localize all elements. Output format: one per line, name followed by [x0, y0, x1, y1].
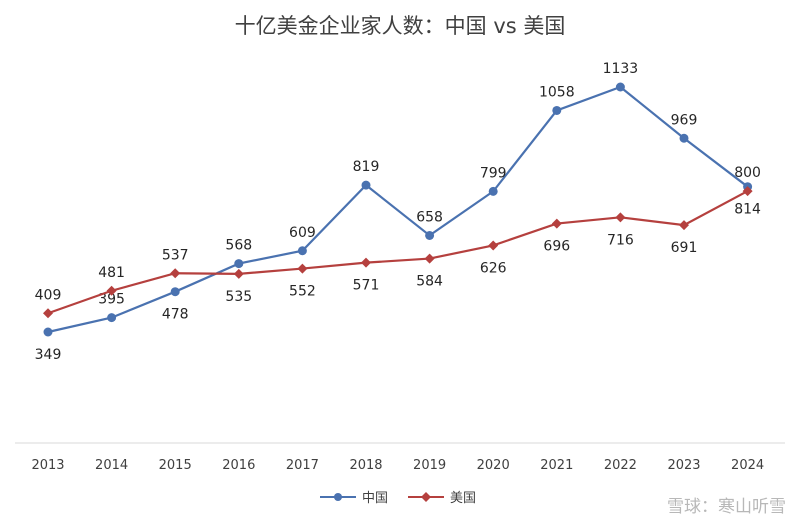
- legend: 中国 美国: [320, 487, 476, 506]
- data-label: 814: [734, 202, 761, 218]
- data-point: [488, 186, 498, 196]
- x-tick-label: 2013: [31, 458, 64, 473]
- data-label: 716: [607, 232, 634, 248]
- x-tick-label: 2017: [286, 458, 319, 473]
- data-label: 537: [162, 247, 189, 263]
- x-tick-label: 2023: [667, 458, 700, 473]
- series-line-us: [47, 190, 749, 315]
- data-label: 481: [98, 265, 125, 281]
- watermark-text: 雪球：寒山听雪: [667, 497, 786, 517]
- data-point: [552, 105, 562, 115]
- legend-item-us: 美国: [408, 487, 476, 506]
- data-point: [170, 268, 181, 279]
- data-point: [107, 313, 117, 323]
- data-point: [43, 327, 53, 337]
- data-point: [361, 257, 371, 268]
- data-point: [615, 212, 626, 223]
- data-point: [106, 285, 117, 296]
- legend-label-us: 美国: [450, 491, 477, 506]
- data-label: 969: [671, 112, 698, 128]
- data-label: 800: [734, 165, 761, 181]
- data-point: [297, 263, 308, 274]
- data-point: [297, 246, 307, 256]
- data-point: [679, 220, 689, 231]
- data-point: [615, 82, 625, 92]
- data-label: 584: [416, 274, 443, 290]
- data-point: [742, 186, 753, 197]
- data-point: [234, 259, 244, 269]
- data-label: 609: [289, 225, 316, 241]
- data-label: 478: [162, 307, 189, 323]
- data-label: 658: [416, 209, 443, 225]
- data-label: 395: [98, 292, 125, 308]
- data-point: [361, 180, 371, 190]
- data-label: 349: [35, 347, 62, 363]
- x-tick-label: 2022: [604, 458, 637, 473]
- data-label: 691: [671, 240, 698, 256]
- data-point: [425, 230, 435, 240]
- x-tick-label: 2015: [159, 458, 192, 473]
- data-label: 1133: [603, 61, 639, 77]
- data-label: 571: [353, 278, 380, 294]
- chart-title: 十亿美金企业家人数：中国 vs 美国: [234, 14, 566, 38]
- data-label: 799: [480, 165, 507, 181]
- data-point: [424, 253, 435, 264]
- x-tick-label: 2020: [477, 458, 510, 473]
- data-point: [43, 308, 53, 319]
- legend-label-china: 中国: [362, 491, 389, 506]
- data-point: [233, 268, 244, 279]
- legend-item-china: 中国: [320, 487, 388, 506]
- data-point: [679, 133, 689, 143]
- x-tick-label: 2019: [413, 458, 446, 473]
- data-label: 568: [225, 238, 252, 254]
- x-tick-label: 2014: [95, 458, 128, 473]
- x-tick-label: 2018: [349, 458, 382, 473]
- data-point: [488, 240, 499, 251]
- data-point: [551, 218, 562, 229]
- x-tick-label: 2021: [540, 458, 573, 473]
- data-label: 819: [353, 159, 380, 175]
- data-label: 696: [543, 239, 570, 255]
- data-point: [170, 287, 180, 297]
- x-tick-label: 2024: [731, 458, 764, 473]
- data-label: 409: [35, 287, 62, 303]
- x-tick-label: 2016: [222, 458, 255, 473]
- data-label: 535: [225, 289, 252, 305]
- series-line-china: [47, 85, 749, 334]
- data-label: 1058: [539, 84, 575, 100]
- data-label: 626: [480, 260, 507, 276]
- data-label: 552: [289, 284, 316, 300]
